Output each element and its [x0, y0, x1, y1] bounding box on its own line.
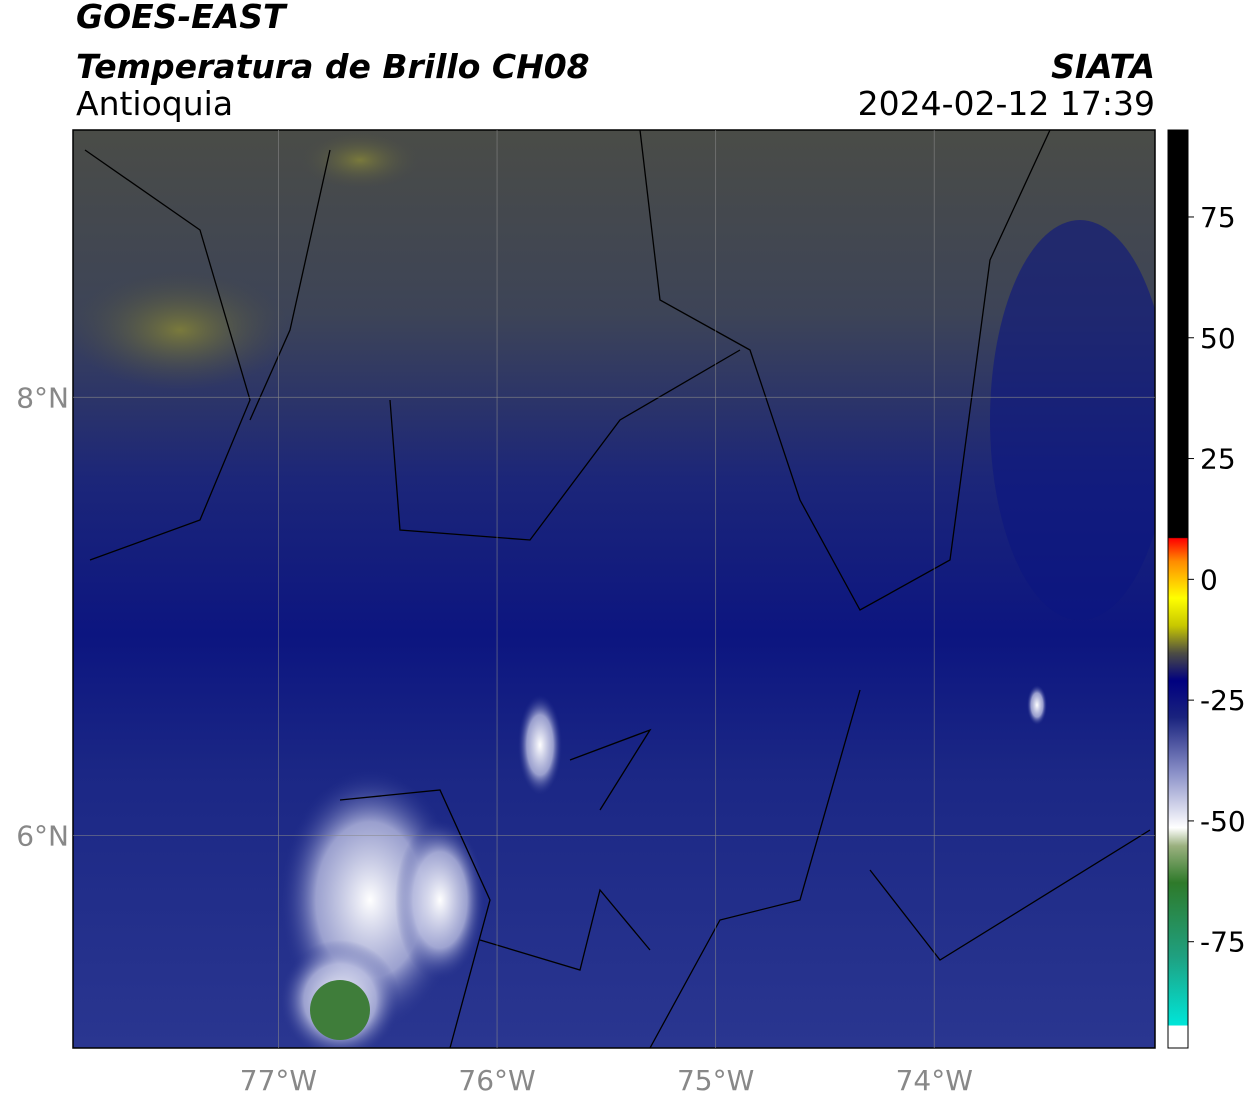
colorbar-tick-label: -50	[1200, 805, 1246, 838]
datetime: 2024-02-12 17:39	[858, 84, 1155, 123]
satellite-image	[73, 130, 1155, 1048]
x-tick-label: 76°W	[458, 1064, 535, 1097]
subtitle: Temperatura de Brillo CH08	[76, 47, 590, 86]
map-frame	[72, 129, 1156, 1049]
colorbar-tick-label: 50	[1200, 322, 1236, 355]
region: Antioquia	[76, 84, 233, 123]
y-tick-label: 6°N	[16, 819, 69, 852]
colorbar-tick-label: -75	[1200, 926, 1246, 959]
x-tick-label: 75°W	[677, 1064, 754, 1097]
colorbar-tick-label: 75	[1200, 201, 1236, 234]
y-tick-label: 8°N	[16, 381, 69, 414]
colorbar-tick-label: 25	[1200, 443, 1236, 476]
colorbar	[1167, 129, 1189, 1049]
colorbar-tick-label: -25	[1200, 684, 1246, 717]
title: GOES-EAST	[76, 0, 288, 36]
source: SIATA	[1051, 47, 1155, 86]
x-tick-label: 74°W	[896, 1064, 973, 1097]
x-tick-label: 77°W	[240, 1064, 317, 1097]
colorbar-tick-label: 0	[1200, 563, 1218, 596]
